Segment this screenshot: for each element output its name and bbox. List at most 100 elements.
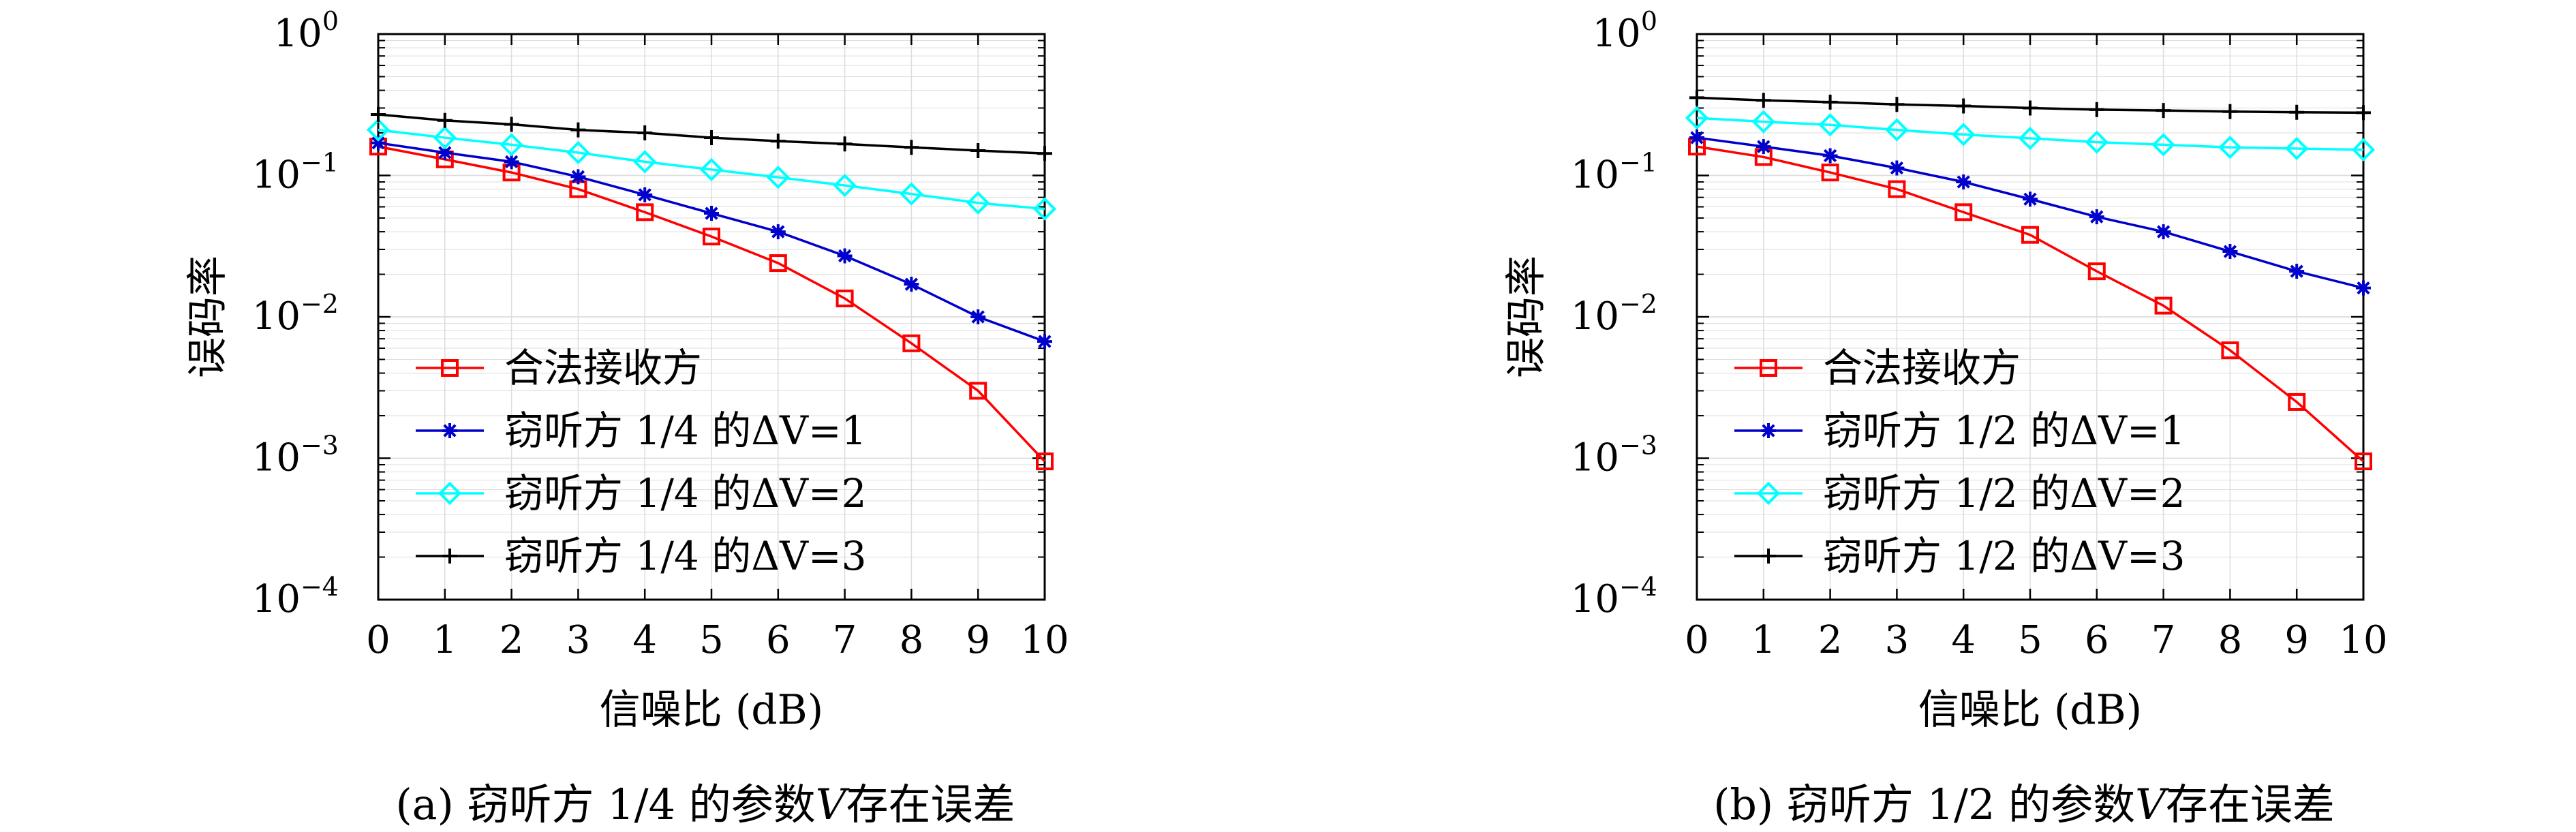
x-tick-label: 4: [632, 618, 657, 662]
legend-label: 窃听方 1/2 的ΔV=1: [1823, 407, 2186, 454]
y-tick-label: 10−3: [252, 431, 339, 480]
caption-a-tail: 存在误差: [846, 780, 1015, 829]
x-tick-label: 2: [1818, 618, 1843, 662]
data-point: [2221, 341, 2239, 360]
series-line: [378, 145, 1046, 463]
y-axis-label: 误码率: [1503, 256, 1550, 378]
data-point: [1751, 110, 1775, 134]
data-point: [371, 106, 386, 122]
y-tick-label: 10−1: [252, 148, 339, 198]
x-tick-label: 5: [699, 618, 724, 662]
x-tick-label: 7: [2151, 618, 2176, 662]
x-tick-label: 1: [1751, 618, 1776, 662]
series-1: [1689, 130, 2371, 296]
x-tick-label: 1: [433, 618, 457, 662]
x-tick-label: 0: [366, 618, 390, 662]
data-point: [437, 145, 453, 161]
y-axis-label: 误码率: [184, 256, 232, 378]
x-axis-label: 信噪比 (dB): [1918, 686, 2142, 734]
data-point: [970, 142, 986, 158]
caption-a-label: (a): [395, 780, 454, 829]
series-line: [378, 128, 1045, 211]
data-point: [1032, 197, 1057, 221]
legend-label: 合法接收方: [1823, 345, 2021, 391]
data-point: [970, 309, 986, 324]
data-point: [1818, 113, 1842, 137]
x-tick-label: 8: [2218, 618, 2243, 662]
data-point: [570, 122, 586, 138]
data-point: [2222, 104, 2238, 119]
data-point: [2356, 105, 2371, 121]
data-point: [2222, 244, 2238, 260]
data-point: [1689, 90, 1704, 106]
data-point: [2018, 126, 2042, 151]
data-point: [2356, 280, 2371, 296]
x-tick-label: 6: [766, 618, 791, 662]
x-tick-label: 7: [833, 618, 857, 662]
data-point: [1755, 93, 1771, 108]
legend-swatch-marker: [441, 359, 459, 377]
caption-b-tail: 存在误差: [2165, 780, 2335, 829]
data-point: [1889, 160, 1905, 176]
x-axis-label: 信噪比 (dB): [600, 686, 823, 734]
data-point: [1956, 174, 1972, 189]
x-tick-label: 5: [2018, 618, 2042, 662]
x-tick-label: 4: [1951, 618, 1976, 662]
data-point: [833, 174, 857, 198]
data-point: [633, 150, 657, 174]
data-point: [1037, 334, 1052, 350]
series-1: [371, 135, 1052, 350]
caption-a: (a) 窃听方 1/4 的参数V存在误差: [395, 770, 1015, 831]
data-point: [1952, 123, 1976, 147]
y-tick-label: 10−1: [1571, 148, 1657, 198]
x-tick-label: 6: [2085, 618, 2109, 662]
data-point: [570, 169, 586, 185]
x-tick-label: 9: [2284, 618, 2309, 662]
chart-a: 0 1 2 3 4 5 6 7 8 9 10 100 10−1 10−2 10−3 10−4 信噪比 (dB) 误…: [184, 6, 1069, 734]
data-point: [969, 382, 987, 400]
data-point: [835, 289, 854, 307]
x-tick-label: 8: [900, 618, 924, 662]
data-point: [837, 248, 853, 264]
x-tick-label: 3: [566, 618, 591, 662]
data-point: [371, 135, 386, 151]
grid: [1696, 34, 2364, 600]
caption-a-v: V: [815, 780, 846, 829]
data-point: [2156, 224, 2171, 240]
data-point: [2087, 262, 2106, 281]
x-tick-label: 10: [1020, 618, 1069, 662]
caption-a-text: 窃听方 1/4 的参数: [467, 780, 816, 829]
data-point: [2218, 136, 2242, 159]
data-point: [2285, 136, 2309, 161]
data-point: [900, 182, 923, 206]
data-point: [1822, 94, 1838, 110]
series-2: [366, 118, 1057, 221]
data-point: [1956, 98, 1972, 114]
data-point: [904, 140, 919, 155]
data-point: [2021, 226, 2039, 244]
legend-swatch-marker: [1760, 359, 1777, 377]
data-point: [704, 130, 719, 146]
data-point: [2289, 264, 2305, 279]
data-point: [769, 254, 787, 273]
y-tick-label: 100: [1593, 6, 1657, 56]
data-point: [904, 277, 919, 292]
data-point: [2085, 130, 2109, 154]
data-point: [637, 125, 653, 141]
x-tick-label: 3: [1885, 618, 1910, 662]
data-point: [1037, 146, 1052, 161]
data-point: [1689, 130, 1704, 146]
data-point: [504, 117, 519, 132]
caption-b-label: (b): [1713, 780, 1774, 829]
series-0: [1688, 138, 2372, 471]
y-tick-label: 100: [274, 6, 339, 56]
y-tick-label: 10−2: [252, 289, 339, 339]
data-point: [500, 133, 523, 157]
data-point: [966, 191, 990, 215]
legend-label: 窃听方 1/4 的ΔV=1: [504, 407, 867, 454]
series-0: [369, 138, 1054, 471]
series-2: [1685, 106, 2376, 161]
data-point: [2023, 191, 2038, 207]
